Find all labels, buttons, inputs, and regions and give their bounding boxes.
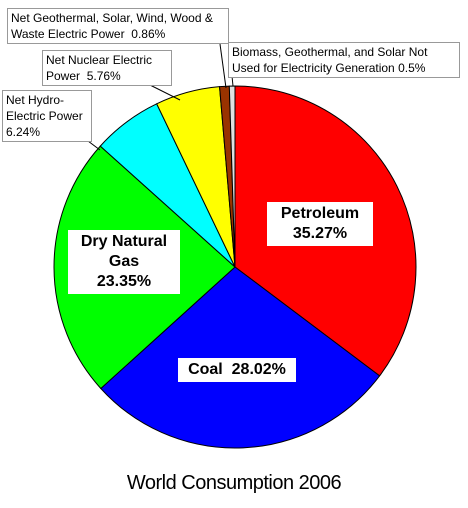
- leader-line: [219, 43, 227, 89]
- value-label: 35.27%: [292, 225, 348, 242]
- leader-line: [149, 84, 181, 101]
- label-box: Net Hydro-Electric Power 6.24%: [2, 90, 92, 142]
- slice-label: Petroleum: [280, 205, 360, 222]
- chart-title: World Consumption 2006: [126, 472, 342, 494]
- wedge: [100, 266, 381, 449]
- value-label: 0.5%: [398, 61, 426, 75]
- slice-label: Net Geothermal, Solar, Wind, Wood & Wast…: [11, 11, 213, 41]
- slice-label: Coal: [188, 361, 223, 378]
- label-box: Biomass, Geothermal, and Solar Not Used …: [228, 42, 460, 78]
- value-label: 5.76%: [86, 69, 121, 83]
- value-label: 28.02%: [231, 361, 286, 378]
- wedge: [228, 85, 236, 268]
- slice-label: Dry Natural Gas: [80, 233, 168, 270]
- slice-label: Net Hydro-Electric Power: [6, 93, 83, 123]
- label-box: Coal 28.02%: [178, 358, 296, 382]
- label-box: Dry Natural Gas 23.35%: [68, 230, 180, 294]
- value-label: 0.86%: [131, 27, 166, 41]
- slice-label: Net Nuclear Electric Power: [46, 53, 153, 83]
- slice-label: Biomass, Geothermal, and Solar Not Used …: [232, 45, 428, 75]
- label-box: Petroleum 35.27%: [267, 202, 373, 246]
- value-label: 23.35%: [96, 273, 152, 290]
- label-box: Net Nuclear Electric Power 5.76%: [42, 50, 172, 86]
- value-label: 6.24%: [6, 125, 41, 139]
- label-box: Net Geothermal, Solar, Wind, Wood & Wast…: [7, 8, 229, 44]
